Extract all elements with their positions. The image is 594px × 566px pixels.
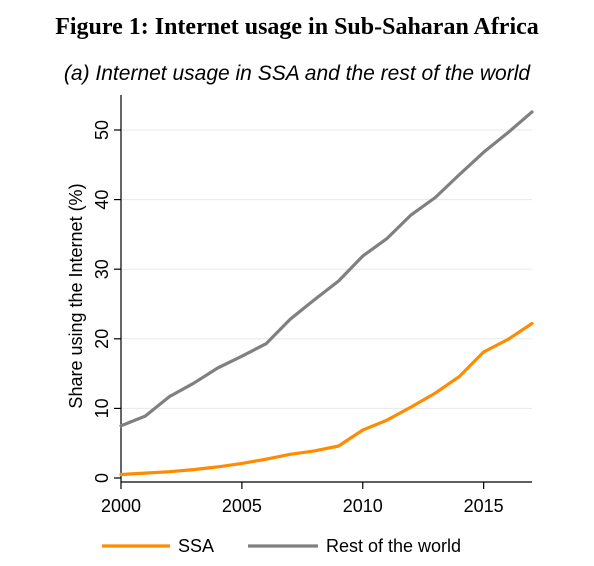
figure-title: Figure 1: Internet usage in Sub-Saharan … [55, 14, 539, 40]
x-tick-label: 2010 [343, 496, 383, 516]
y-tick-label: 10 [92, 398, 112, 418]
legend-label: Rest of the world [326, 536, 461, 556]
gridlines [121, 129, 532, 409]
panel-title: (a) Internet usage in SSA and the rest o… [63, 62, 531, 85]
y-ticks: 0 10 20 30 40 50 [92, 120, 121, 483]
legend: SSA Rest of the world [102, 536, 461, 556]
x-tick-label: 2000 [101, 496, 141, 516]
y-tick-label: 50 [92, 120, 112, 140]
y-tick-label: 30 [92, 259, 112, 279]
y-tick-label: 40 [92, 190, 112, 210]
legend-label: SSA [178, 536, 214, 556]
series-line-rest-of-world [119, 110, 534, 428]
series-line-ssa [119, 321, 534, 477]
x-tick-label: 2005 [222, 496, 262, 516]
x-tick-label: 2015 [464, 496, 504, 516]
y-tick-label: 0 [92, 473, 112, 483]
x-ticks: 2000 2005 2010 2015 [101, 482, 504, 516]
y-tick-label: 20 [92, 329, 112, 349]
series-lines [119, 110, 534, 477]
y-axis-label: Share using the Internet (%) [66, 183, 86, 408]
